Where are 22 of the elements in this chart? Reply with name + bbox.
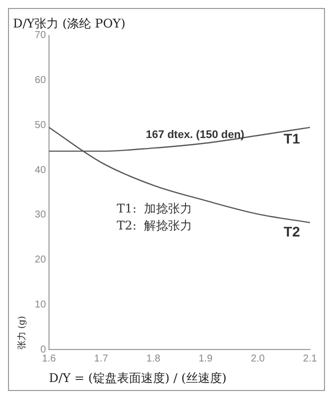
series-label: T2 xyxy=(284,224,300,240)
y-tick-label: 20 xyxy=(34,254,46,266)
y-tick-label: 40 xyxy=(34,164,46,176)
x-tick-label: 1.6 xyxy=(42,353,56,364)
annotation: T1: 加捻张力 xyxy=(116,202,192,216)
x-tick-label: 2.1 xyxy=(303,353,318,364)
y-tick-label: 70 xyxy=(34,30,46,42)
annotation: 167 dtex. (150 den) xyxy=(146,129,245,142)
chart-title: D/Y张力 (涤纶 POY) xyxy=(13,16,126,30)
x-axis-title: D/Y = (锭盘表面速度) / (丝速度) xyxy=(48,370,227,385)
y-tick-label: 30 xyxy=(34,210,46,221)
x-tick-label: 1.8 xyxy=(146,353,161,364)
x-tick-label: 1.7 xyxy=(94,353,109,364)
y-tick-label: 0 xyxy=(40,344,46,356)
annotation: T2: 解捻张力 xyxy=(116,218,192,233)
y-axis-title: 张力 (g) xyxy=(16,316,28,350)
series-label: T1 xyxy=(284,130,300,146)
x-tick-label: 1.9 xyxy=(198,353,213,364)
y-tick-label: 50 xyxy=(34,120,46,131)
y-tick-label: 10 xyxy=(34,299,46,310)
y-tick-label: 60 xyxy=(34,75,46,86)
x-tick-label: 2.0 xyxy=(250,353,266,364)
